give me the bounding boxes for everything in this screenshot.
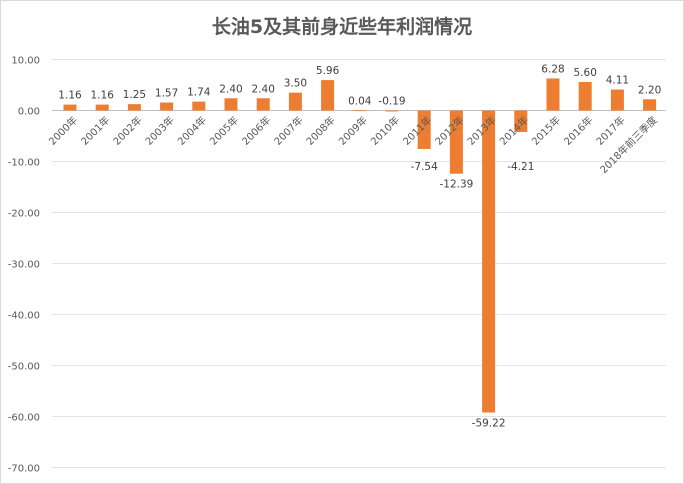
y-tick-label: -60.00 <box>8 413 40 424</box>
x-tick-label: 2008年 <box>303 113 337 147</box>
bar <box>224 98 238 111</box>
bar <box>482 110 496 413</box>
bar <box>643 99 657 111</box>
x-tick-label: 2016年 <box>561 113 595 147</box>
y-tick-label: -50.00 <box>8 362 40 373</box>
x-tick-label: 2001年 <box>78 113 112 147</box>
bar <box>95 104 109 111</box>
y-tick-label: -40.00 <box>8 311 40 322</box>
chart-title: 长油5及其前身近些年利润情况 <box>211 16 473 38</box>
data-label: 2.40 <box>252 83 275 95</box>
data-label: 1.25 <box>123 89 146 101</box>
data-label: -59.22 <box>472 418 506 430</box>
data-label: 1.74 <box>187 87 211 99</box>
bar <box>385 110 399 112</box>
y-tick-label: 10.00 <box>11 56 40 67</box>
x-tick-label: 2004年 <box>175 113 209 147</box>
x-tick-label: 2017年 <box>593 113 627 147</box>
x-tick-label: 2002年 <box>110 113 144 147</box>
bar <box>546 78 560 111</box>
data-label: 4.11 <box>606 75 629 87</box>
bar <box>63 104 77 111</box>
bar <box>256 98 270 111</box>
bar <box>514 110 528 132</box>
y-tick-label: -10.00 <box>8 158 40 169</box>
data-label: 3.50 <box>284 78 307 90</box>
data-label: -4.21 <box>507 161 534 173</box>
x-tick-label: 2003年 <box>142 113 176 147</box>
bar <box>449 110 463 174</box>
bar <box>160 102 174 111</box>
x-tick-label: 2009年 <box>336 113 370 147</box>
data-label: 5.96 <box>316 65 340 77</box>
bar <box>578 81 592 111</box>
bar <box>610 89 624 111</box>
data-label: 1.57 <box>155 87 178 99</box>
data-label: 0.04 <box>348 95 372 107</box>
bar <box>417 110 431 149</box>
bar <box>353 110 367 112</box>
data-label: 5.60 <box>574 67 597 79</box>
bar <box>127 104 141 111</box>
data-label: 1.16 <box>91 90 115 102</box>
data-label: 1.16 <box>58 90 82 102</box>
y-tick-label: 0.00 <box>18 107 40 118</box>
data-label: -7.54 <box>411 161 438 173</box>
x-tick-label: 2005年 <box>207 113 241 147</box>
y-tick-label: -70.00 <box>8 464 40 475</box>
data-label: 2.40 <box>219 83 242 95</box>
bar <box>321 80 335 111</box>
x-tick-label: 2015年 <box>529 113 563 147</box>
x-tick-label: 2018年前三季度 <box>597 113 660 176</box>
bar <box>192 101 206 111</box>
data-label: -12.39 <box>439 179 473 191</box>
x-tick-label: 2007年 <box>271 113 305 147</box>
bar <box>288 92 302 111</box>
x-tick-label: 2000年 <box>46 113 80 147</box>
x-tick-label: 2006年 <box>239 113 273 147</box>
data-label: 6.28 <box>541 63 564 75</box>
y-tick-label: -30.00 <box>8 260 40 271</box>
data-label: -0.19 <box>378 96 405 108</box>
y-tick-label: -20.00 <box>8 209 40 220</box>
data-label: 2.20 <box>638 84 661 96</box>
x-tick-label: 2010年 <box>368 113 402 147</box>
